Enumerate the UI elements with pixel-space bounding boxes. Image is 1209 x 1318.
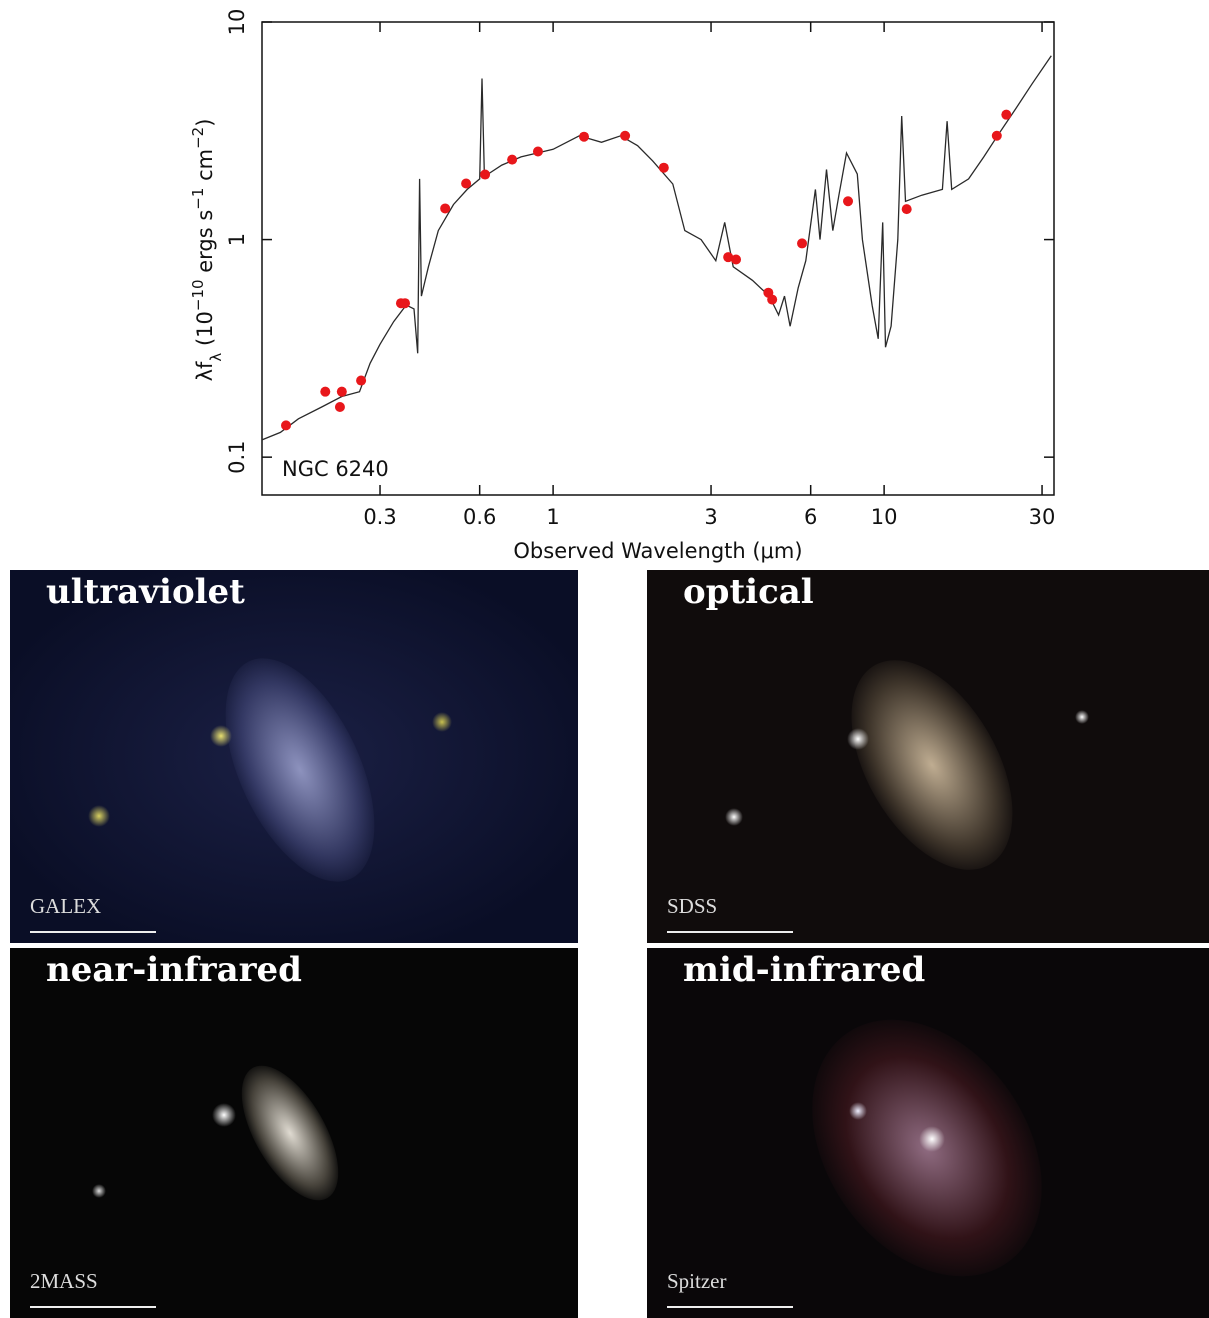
x-axis-label: Observed Wavelength (μm) (513, 539, 802, 563)
star (849, 1102, 867, 1120)
y-label-part: λ (207, 353, 225, 362)
y-label-part: cm (193, 149, 217, 188)
x-tick-label: 0.6 (463, 505, 496, 529)
photometry-point (335, 402, 345, 412)
star (1075, 710, 1089, 724)
photometry-point (902, 204, 912, 214)
photometry-point (400, 298, 410, 308)
photometry-point (461, 179, 471, 189)
y-label-part: −1 (189, 188, 207, 210)
sed-chart: λfλ (10−10 ergs s−1 cm−2) Observed Wavel… (0, 0, 1209, 565)
instrument-label: SDSS (667, 894, 717, 919)
annotation: NGC 6240 (282, 457, 389, 481)
scale-bar (667, 1306, 793, 1308)
photometry-point (507, 155, 517, 165)
panel-mid-infrared: mid-infrared Spitzer (647, 948, 1209, 1318)
instrument-label: 2MASS (30, 1269, 98, 1294)
scale-bar (667, 931, 793, 933)
nucleus (919, 1126, 945, 1152)
photometry-point (992, 131, 1002, 141)
photometry-point (620, 131, 630, 141)
y-label-part: (10 (193, 311, 217, 353)
x-tick-label: 30 (1029, 505, 1056, 529)
scale-bar (30, 1306, 156, 1308)
photometry-point (843, 196, 853, 206)
x-tick-label: 10 (871, 505, 898, 529)
x-tick-label: 3 (704, 505, 717, 529)
photometry-point (659, 163, 669, 173)
x-tick-label: 0.3 (363, 505, 396, 529)
spectrum-line (262, 56, 1051, 440)
x-tick-label: 1 (546, 505, 559, 529)
page: λfλ (10−10 ergs s−1 cm−2) Observed Wavel… (0, 0, 1209, 1318)
y-label-part: λf (193, 361, 217, 381)
y-label-part: ergs s (193, 210, 217, 280)
plot-frame (262, 22, 1054, 495)
star (212, 1103, 236, 1127)
y-label-part: −10 (189, 279, 207, 311)
panel-title: mid-infrared (683, 950, 925, 990)
photometry-point (356, 376, 366, 386)
photometry-point (797, 238, 807, 248)
panel-title: near-infrared (46, 950, 302, 990)
photometry-point (440, 203, 450, 213)
panel-title: ultraviolet (46, 572, 245, 612)
photometry-point (1001, 110, 1011, 120)
y-label-part: −2 (189, 127, 207, 149)
star (725, 808, 743, 826)
photometry-point (320, 387, 330, 397)
photometry-point (731, 254, 741, 264)
y-label-part: ) (193, 119, 217, 127)
galaxy (222, 1051, 358, 1216)
photometry-point (767, 295, 777, 305)
panel-title: optical (683, 572, 814, 612)
photometry-point (579, 132, 589, 142)
star (92, 1184, 106, 1198)
x-tick-label: 6 (804, 505, 817, 529)
scale-bar (30, 931, 156, 933)
y-tick-label: 1 (225, 233, 249, 246)
instrument-label: Spitzer (667, 1269, 726, 1294)
y-tick-label: 10 (225, 9, 249, 36)
panel-optical: optical SDSS (647, 570, 1209, 943)
star (847, 728, 869, 750)
photometry-point (480, 170, 490, 180)
instrument-label: GALEX (30, 894, 101, 919)
photometry-point (281, 420, 291, 430)
galaxy (818, 633, 1046, 897)
y-axis-label: λfλ (10−10 ergs s−1 cm−2) (189, 119, 225, 382)
photometry-point (337, 387, 347, 397)
panel-near-infrared: near-infrared 2MASS (10, 948, 578, 1318)
panel-ultraviolet: ultraviolet GALEX (10, 570, 578, 943)
galaxy (195, 636, 405, 904)
star (210, 725, 232, 747)
photometry-point (533, 146, 543, 156)
star (88, 805, 110, 827)
star (432, 712, 452, 732)
y-tick-label: 0.1 (225, 440, 249, 473)
